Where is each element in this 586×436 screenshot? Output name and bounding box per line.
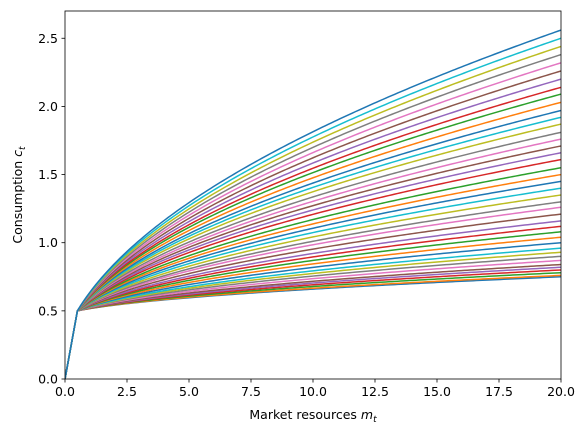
series-line	[65, 93, 561, 379]
series-line	[65, 78, 561, 379]
series-line	[65, 138, 561, 379]
y-axis-ticks: 0.0 0.5 1.0 1.5 2.0 2.5	[38, 31, 65, 387]
series-line	[65, 269, 561, 379]
x-axis-ticks: 0.0 2.5 5.0 7.5 10.0 12.5 15.0 17.5 20.0	[55, 379, 575, 399]
series-line	[65, 194, 561, 379]
series-line	[65, 116, 561, 379]
x-tick-label: 20.0	[547, 384, 575, 399]
y-tick-label: 0.5	[38, 303, 58, 318]
series-line	[65, 187, 561, 379]
series-line	[65, 236, 561, 379]
series-line	[65, 70, 561, 379]
x-tick-label: 2.5	[117, 384, 137, 399]
series-line	[65, 255, 561, 379]
series-line	[65, 274, 561, 379]
series-line	[65, 225, 561, 379]
y-tick-label: 2.0	[38, 99, 58, 114]
series-line	[65, 201, 561, 379]
series-line	[65, 131, 561, 379]
series-line	[65, 241, 561, 379]
series-line	[65, 173, 561, 379]
series-line	[65, 152, 561, 379]
series-line	[65, 167, 561, 379]
series-line	[65, 220, 561, 379]
series-line	[65, 213, 561, 379]
series-line	[65, 271, 561, 379]
series-line	[65, 29, 561, 379]
series-line	[65, 37, 561, 379]
series-line	[65, 263, 561, 379]
x-tick-label: 15.0	[423, 384, 451, 399]
x-tick-label: 5.0	[179, 384, 199, 399]
y-tick-label: 0.0	[38, 372, 58, 387]
series-line	[65, 180, 561, 379]
series-lines	[65, 29, 561, 379]
x-tick-label: 7.5	[241, 384, 261, 399]
y-tick-label: 1.5	[38, 167, 58, 182]
series-line	[65, 266, 561, 379]
y-axis-label: Consumption ct	[10, 146, 28, 244]
y-tick-label: 1.0	[38, 235, 58, 250]
x-tick-label: 10.0	[299, 384, 327, 399]
series-line	[65, 109, 561, 379]
series-line	[65, 158, 561, 379]
x-tick-label: 0.0	[55, 384, 75, 399]
series-line	[65, 62, 561, 379]
series-line	[65, 231, 561, 379]
y-tick-label: 2.5	[38, 31, 58, 46]
x-axis-label: Market resources mt	[249, 407, 377, 425]
series-line	[65, 251, 561, 379]
x-tick-label: 12.5	[361, 384, 389, 399]
series-line	[65, 247, 561, 379]
series-line	[65, 206, 561, 379]
series-line	[65, 259, 561, 379]
series-line	[65, 53, 561, 379]
series-line	[65, 123, 561, 379]
series-line	[65, 86, 561, 379]
x-tick-label: 17.5	[485, 384, 513, 399]
series-line	[65, 101, 561, 379]
series-line	[65, 145, 561, 379]
series-line	[65, 45, 561, 379]
